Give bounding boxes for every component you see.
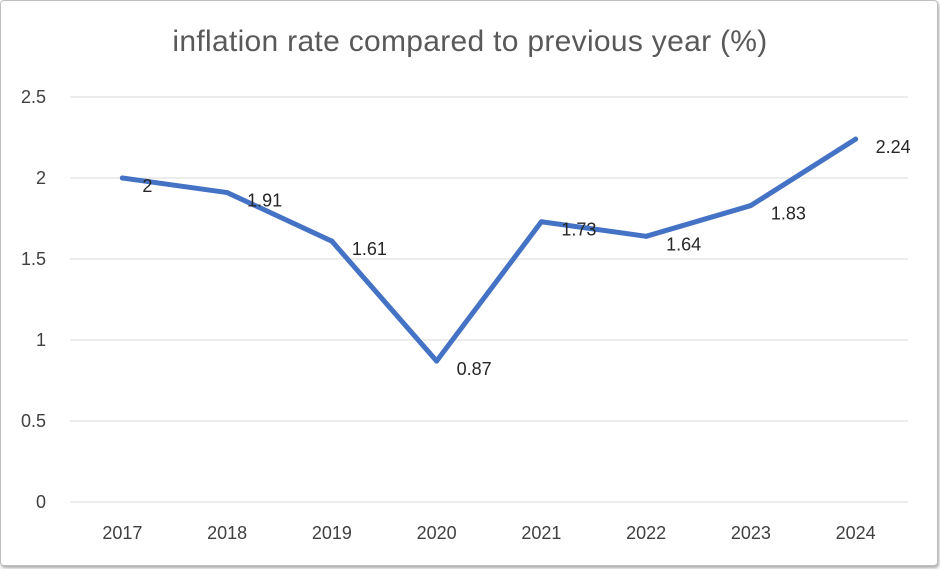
data-point [329,238,335,244]
chart-title: inflation rate compared to previous year… [172,25,768,58]
x-tick-label: 2020 [417,523,457,543]
x-tick-label: 2017 [102,523,142,543]
x-tick-label: 2022 [626,523,666,543]
data-label: 2.24 [876,137,911,157]
y-tick-label: 1.5 [21,249,46,269]
data-point [748,203,754,209]
data-label: 0.87 [457,359,492,379]
x-tick-label: 2023 [731,523,771,543]
x-tick-label: 2019 [312,523,352,543]
data-point [224,190,230,196]
y-tick-label: 1 [36,330,46,350]
data-point [853,136,859,142]
x-tick-label: 2021 [521,523,561,543]
x-tick-label: 2018 [207,523,247,543]
data-point [434,358,440,364]
y-tick-label: 2 [36,168,46,188]
x-tick-label: 2024 [836,523,876,543]
y-tick-label: 2.5 [21,87,46,107]
data-point [538,219,544,225]
data-label: 1.61 [352,239,387,259]
data-label: 2 [142,176,152,196]
y-tick-label: 0.5 [21,411,46,431]
series-line [119,136,859,364]
data-label: 1.64 [666,234,701,254]
data-label: 1.83 [771,204,806,224]
data-label: 1.91 [247,191,282,211]
data-point [643,233,649,239]
data-point [119,175,125,181]
data-label: 1.73 [561,220,596,240]
y-tick-label: 0 [36,492,46,512]
